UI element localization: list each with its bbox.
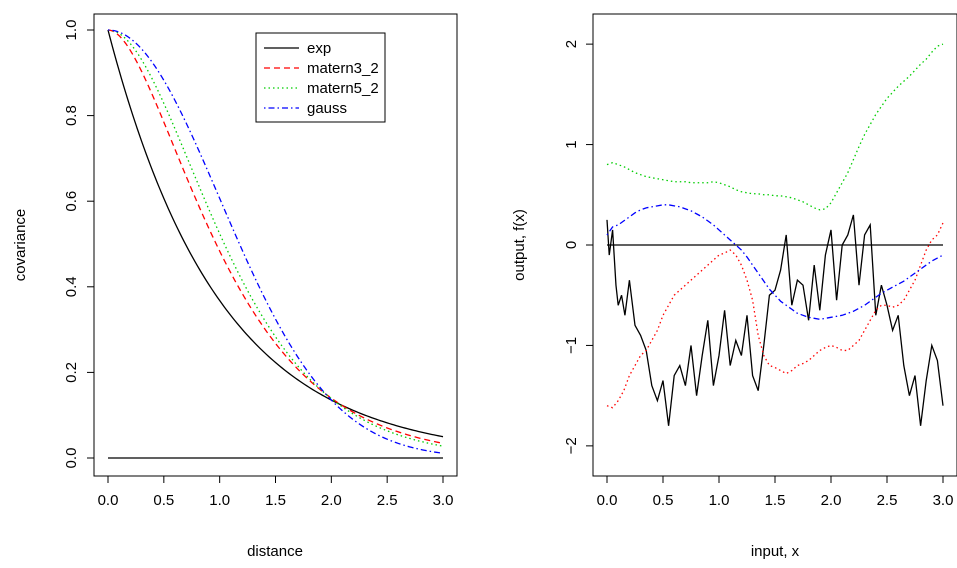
legend-label-matern5_2: matern5_2 [307, 80, 379, 97]
right-x-tick-label: 2.5 [877, 492, 898, 509]
right-x-tick-label: 3.0 [933, 492, 954, 509]
left-y-tick-label: 1.0 [63, 20, 80, 41]
left-y-tick-label: 0.6 [63, 191, 80, 212]
right-x-tick-label: 0.0 [597, 492, 618, 509]
left-y-tick-label: 0.4 [63, 276, 80, 297]
right-y-tick-label: 0 [563, 241, 580, 249]
right-x-tick-label: 1.0 [709, 492, 730, 509]
right-y-tick-label: −1 [563, 337, 580, 354]
left-y-axis: 0.0 0.2 0.4 0.6 0.8 1.0 [63, 20, 94, 469]
left-series-gauss [107, 29, 444, 454]
left-x-tick-label: 1.5 [265, 492, 286, 509]
left-x-axis: 0.0 0.5 1.0 1.5 2.0 2.5 3.0 [98, 476, 454, 509]
right-sample-path-2 [606, 222, 944, 409]
right-y-tick-label: 2 [563, 40, 580, 48]
left-x-tick-label: 2.0 [321, 492, 342, 509]
right-y-axis: −2 −1 0 1 2 [563, 40, 593, 454]
right-x-tick-label: 0.5 [653, 492, 674, 509]
left-y-tick-label: 0.0 [63, 448, 80, 469]
right-x-tick-label: 2.0 [821, 492, 842, 509]
left-x-axis-label: distance [247, 543, 303, 560]
left-series-matern5_2 [107, 29, 444, 447]
right-y-axis-label: output, f(x) [511, 209, 528, 281]
left-y-tick-label: 0.8 [63, 105, 80, 126]
right-sample-path-1 [606, 214, 944, 426]
sample-paths-panel: 0.0 0.5 1.0 1.5 2.0 2.5 3.0 −2 −1 0 1 2 input, x o… [511, 13, 957, 560]
left-y-tick-label: 0.2 [63, 362, 80, 383]
right-y-tick-label: −2 [563, 437, 580, 454]
right-x-tick-label: 1.5 [765, 492, 786, 509]
legend-label-matern3_2: matern3_2 [307, 60, 379, 77]
legend-label-gauss: gauss [307, 100, 347, 117]
left-series-exp [107, 29, 444, 438]
right-series-group [606, 43, 944, 426]
left-y-axis-label: covariance [12, 209, 29, 282]
left-series-matern3_2 [107, 29, 444, 444]
right-sample-path-4 [606, 204, 944, 320]
left-x-tick-label: 0.5 [153, 492, 174, 509]
left-x-tick-label: 0.0 [98, 492, 119, 509]
legend-label-exp: exp [307, 40, 331, 57]
left-x-tick-label: 1.0 [209, 492, 230, 509]
right-x-axis: 0.0 0.5 1.0 1.5 2.0 2.5 3.0 [597, 476, 954, 509]
right-sample-path-3 [606, 43, 944, 211]
right-x-axis-label: input, x [751, 543, 800, 560]
right-y-tick-label: 1 [563, 140, 580, 148]
left-series-group [107, 29, 444, 459]
covariance-panel: 0.0 0.5 1.0 1.5 2.0 2.5 3.0 0.0 0.2 0.4 0.6 0.8 1.0… [12, 13, 458, 560]
left-x-tick-label: 3.0 [433, 492, 454, 509]
left-x-tick-label: 2.5 [377, 492, 398, 509]
